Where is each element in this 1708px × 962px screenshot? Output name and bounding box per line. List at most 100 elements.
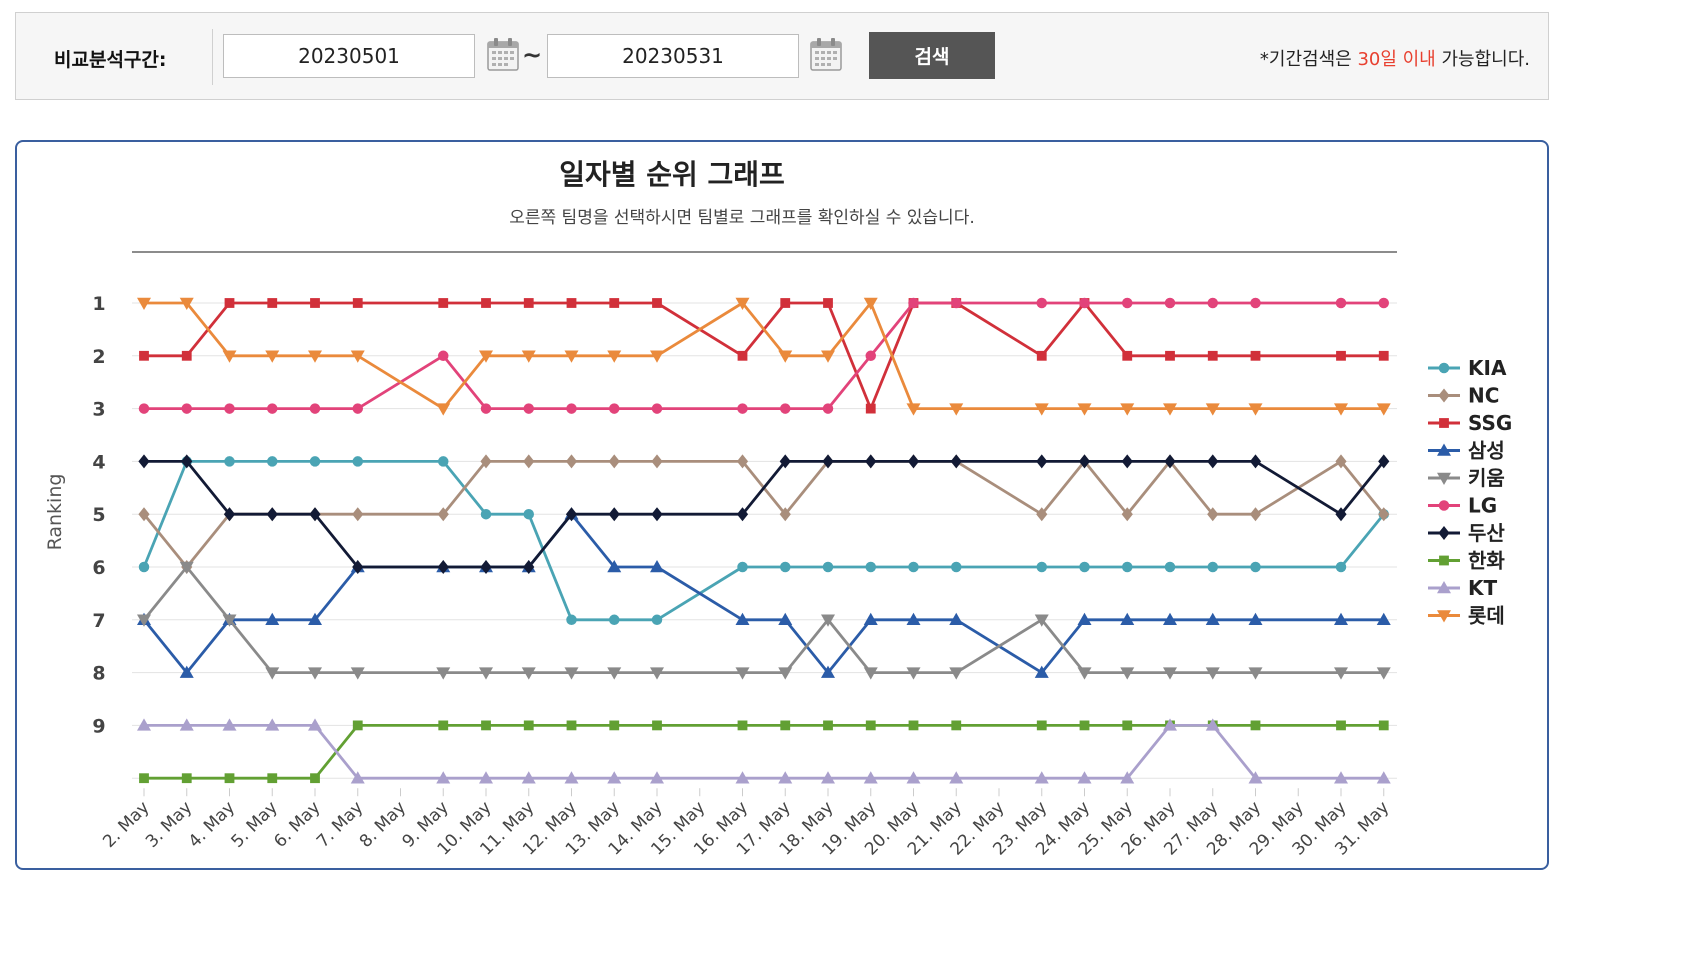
- legend-item-두산[interactable]: 두산: [1428, 521, 1505, 545]
- data-point: [1376, 667, 1391, 680]
- series-키움: [137, 561, 1391, 680]
- legend-item-한화[interactable]: 한화: [1428, 549, 1505, 573]
- data-point: [222, 350, 237, 363]
- data-point: [1376, 403, 1391, 416]
- data-point: [779, 507, 791, 522]
- data-point: [735, 612, 750, 626]
- search-button[interactable]: 검색: [869, 32, 995, 79]
- data-point: [223, 507, 236, 522]
- series-line: [144, 724, 1384, 780]
- data-point: [523, 560, 535, 574]
- data-point: [736, 507, 749, 522]
- series-line: [142, 459, 1385, 622]
- y-tick-label: 1: [92, 293, 105, 315]
- data-point: [949, 612, 964, 626]
- legend-item-KIA[interactable]: KIA: [1428, 356, 1507, 380]
- data-point: [865, 561, 876, 573]
- data-point: [523, 454, 535, 469]
- data-point: [352, 560, 364, 574]
- data-point: [179, 718, 194, 731]
- data-point: [137, 297, 151, 310]
- data-point: [310, 773, 320, 784]
- data-point: [181, 773, 192, 784]
- data-point: [1121, 454, 1133, 469]
- legend-item-SSG[interactable]: SSG: [1428, 411, 1512, 435]
- legend-label: NC: [1468, 384, 1499, 408]
- data-point: [950, 454, 962, 469]
- y-tick-label: 9: [92, 715, 105, 737]
- gridlines: [132, 302, 1397, 779]
- data-point: [1122, 350, 1133, 361]
- legend-marker: [1437, 472, 1451, 485]
- calendar-icon[interactable]: [809, 36, 843, 72]
- data-point: [1163, 667, 1177, 680]
- data-point: [651, 614, 663, 626]
- ranking-chart-panel: 일자별 순위 그래프 오른쪽 팀명을 선택하시면 팀별로 그래프를 확인하실 수…: [15, 140, 1549, 870]
- data-point: [179, 561, 194, 574]
- data-point: [821, 614, 835, 627]
- data-point: [737, 561, 748, 573]
- data-point: [652, 720, 662, 731]
- data-point: [907, 454, 920, 469]
- y-axis-ticks: 1 2 3 4 5 6 7 8 9: [92, 293, 105, 737]
- data-point: [265, 718, 280, 731]
- series-한화: [139, 720, 1389, 784]
- data-point: [479, 667, 493, 680]
- legend-item-롯데[interactable]: 롯데: [1428, 604, 1505, 628]
- data-point: [908, 297, 919, 309]
- data-point: [1336, 720, 1346, 731]
- data-point: [521, 771, 536, 784]
- data-point: [608, 454, 620, 469]
- legend-marker: [1437, 581, 1451, 594]
- data-point: [1120, 403, 1135, 416]
- data-point: [1205, 403, 1220, 416]
- data-point: [1036, 350, 1047, 361]
- data-point: [823, 720, 833, 731]
- data-point: [822, 561, 834, 573]
- ranking-chart: 일자별 순위 그래프 오른쪽 팀명을 선택하시면 팀별로 그래프를 확인하실 수…: [44, 158, 1512, 860]
- series-layer: [137, 297, 1391, 784]
- data-point: [1078, 454, 1091, 469]
- legend-item-NC[interactable]: NC: [1428, 384, 1499, 408]
- data-point: [821, 771, 835, 784]
- data-point: [1334, 403, 1348, 416]
- data-point: [608, 507, 620, 522]
- start-date-input[interactable]: [223, 34, 475, 78]
- data-point: [863, 771, 878, 784]
- data-point: [480, 560, 492, 574]
- data-point: [1378, 297, 1389, 309]
- data-point: [609, 403, 620, 414]
- data-point: [951, 297, 962, 309]
- data-point: [1207, 454, 1219, 469]
- calendar-icon[interactable]: [486, 36, 520, 72]
- data-point: [863, 667, 878, 680]
- data-point: [438, 456, 449, 467]
- data-point: [1207, 350, 1218, 361]
- data-point: [609, 720, 620, 731]
- data-point: [1335, 454, 1347, 469]
- data-point: [436, 771, 451, 784]
- series-KT: [137, 718, 1391, 784]
- legend-item-KT[interactable]: KT: [1428, 576, 1497, 600]
- data-point: [352, 298, 363, 308]
- data-point: [481, 298, 491, 308]
- data-point: [352, 403, 363, 414]
- legend-item-삼성[interactable]: 삼성: [1428, 439, 1505, 463]
- data-point: [267, 456, 278, 467]
- data-point: [350, 771, 365, 784]
- data-point: [437, 560, 449, 574]
- data-point: [181, 350, 192, 361]
- legend-item-LG[interactable]: LG: [1428, 494, 1497, 518]
- y-tick-label: 7: [92, 610, 105, 632]
- data-point: [1165, 350, 1175, 361]
- legend-item-키움[interactable]: 키움: [1428, 466, 1505, 490]
- data-point: [523, 720, 534, 731]
- data-point: [479, 350, 493, 363]
- data-point: [906, 667, 921, 680]
- data-point: [736, 454, 749, 469]
- data-point: [651, 507, 663, 522]
- data-point: [652, 298, 662, 308]
- data-point: [308, 612, 322, 626]
- end-date-input[interactable]: [547, 34, 799, 78]
- data-point: [1249, 507, 1262, 522]
